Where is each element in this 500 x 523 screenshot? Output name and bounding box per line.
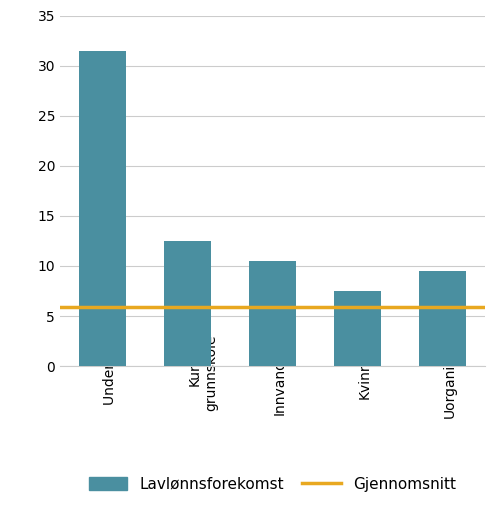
Bar — [419, 271, 466, 366]
Bar — [164, 241, 211, 366]
Bar — [249, 261, 296, 366]
Bar — [80, 51, 126, 366]
Legend: Lavlønnsforekomst, Gjennomsnitt: Lavlønnsforekomst, Gjennomsnitt — [89, 476, 456, 492]
Bar — [334, 291, 381, 366]
